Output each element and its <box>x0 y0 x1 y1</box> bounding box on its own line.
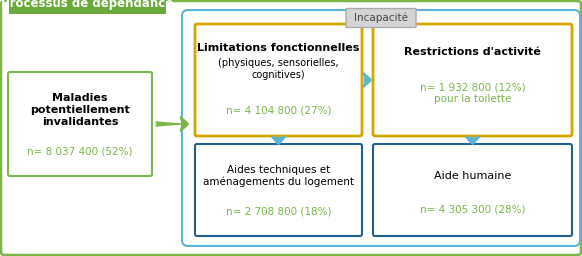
FancyBboxPatch shape <box>373 24 572 136</box>
FancyBboxPatch shape <box>195 24 362 136</box>
FancyBboxPatch shape <box>346 8 416 27</box>
Text: n= 8 037 400 (52%): n= 8 037 400 (52%) <box>27 147 133 157</box>
Text: Aide humaine: Aide humaine <box>434 171 511 181</box>
FancyBboxPatch shape <box>8 72 152 176</box>
FancyBboxPatch shape <box>9 0 166 14</box>
Text: Maladies
potentiellement
invalidantes: Maladies potentiellement invalidantes <box>30 93 130 127</box>
Text: Restrictions d'activité: Restrictions d'activité <box>404 47 541 57</box>
Text: Processus de dépendance: Processus de dépendance <box>1 0 173 10</box>
Text: Limitations fonctionnelles: Limitations fonctionnelles <box>197 42 360 52</box>
Text: n= 1 932 800 (12%)
pour la toilette: n= 1 932 800 (12%) pour la toilette <box>420 82 526 104</box>
FancyBboxPatch shape <box>195 144 362 236</box>
Text: (physiques, sensorielles,
cognitives): (physiques, sensorielles, cognitives) <box>218 58 339 80</box>
Text: n= 4 305 300 (28%): n= 4 305 300 (28%) <box>420 204 525 214</box>
FancyBboxPatch shape <box>373 144 572 236</box>
Text: n= 2 708 800 (18%): n= 2 708 800 (18%) <box>226 207 331 217</box>
Text: Aides techniques et
aménagements du logement: Aides techniques et aménagements du loge… <box>203 165 354 187</box>
Text: Incapacité: Incapacité <box>354 13 408 23</box>
Text: n= 4 104 800 (27%): n= 4 104 800 (27%) <box>226 105 331 115</box>
